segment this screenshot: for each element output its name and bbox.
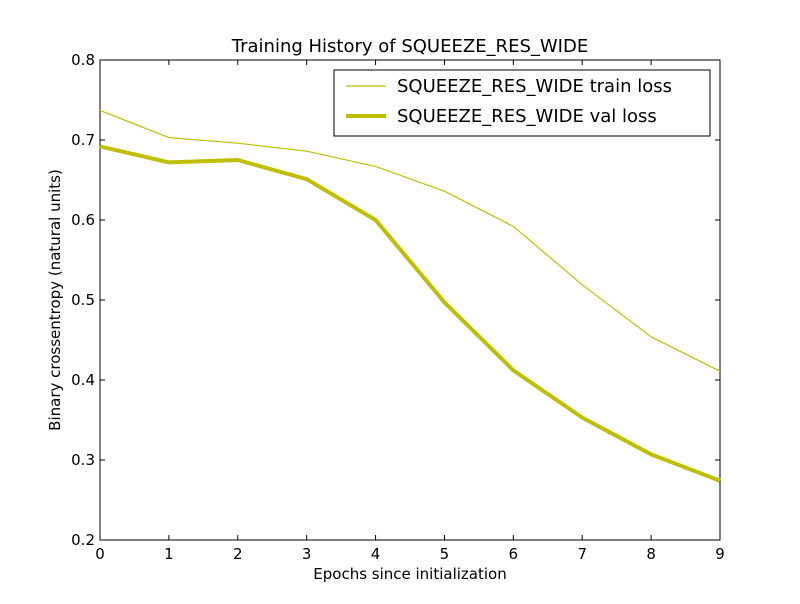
x-axis-ticks: 0 1 2 3 4 5 6 7 8 9 [95,60,725,563]
x-tick-label: 7 [577,545,587,563]
y-tick-label: 0.7 [71,131,95,149]
y-tick-label: 0.4 [71,371,95,389]
x-tick-label: 0 [95,545,105,563]
y-tick-label: 0.6 [71,211,95,229]
x-tick-label: 2 [233,545,243,563]
x-axis-label: Epochs since initialization [313,565,506,583]
y-tick-label: 0.3 [71,451,95,469]
x-tick-label: 3 [302,545,312,563]
y-tick-label: 0.2 [71,531,95,549]
chart-title: Training History of SQUEEZE_RES_WIDE [231,36,588,57]
legend-label-val-loss: SQUEEZE_RES_WIDE val loss [397,106,657,127]
y-tick-label: 0.5 [71,291,95,309]
series-line-val-loss [99,144,721,483]
y-axis-ticks: 0.2 0.3 0.4 0.5 0.6 0.7 0.8 [71,51,720,549]
series-layer [99,109,721,483]
x-tick-label: 1 [164,545,174,563]
y-tick-label: 0.8 [71,51,95,69]
series-line-train-loss [99,109,721,372]
x-tick-label: 9 [715,545,725,563]
x-tick-label: 5 [440,545,450,563]
legend-label-train-loss: SQUEEZE_RES_WIDE train loss [397,76,672,97]
y-axis-label: Binary crossentropy (natural units) [46,169,64,431]
legend-box [333,69,711,137]
x-tick-label: 4 [371,545,381,563]
x-tick-label: 8 [646,545,656,563]
legend: SQUEEZE_RES_WIDE train loss SQUEEZE_RES_… [333,69,711,137]
x-tick-label: 6 [509,545,519,563]
